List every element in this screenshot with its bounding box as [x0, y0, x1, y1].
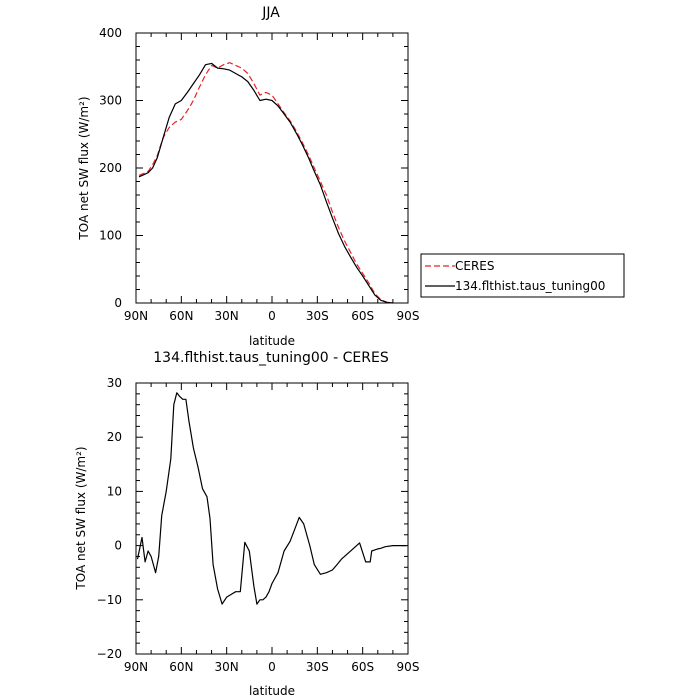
legend-box [420, 253, 625, 298]
bottom-y-tick-label: 10 [107, 484, 122, 498]
bottom-x-tick-label: 60N [169, 660, 193, 674]
legend-ceres-label: CERES [455, 259, 495, 273]
top-y-tick-label: 0 [114, 296, 122, 310]
top-y-tick-label: 400 [99, 26, 122, 40]
bottom-x-tick-label: 90S [397, 660, 420, 674]
top-x-tick-label: 60S [351, 309, 374, 323]
bottom-y-tick-label: 20 [107, 430, 122, 444]
bottom-x-tick-label: 60S [351, 660, 374, 674]
bottom-x-axis-label: latitude [249, 684, 295, 698]
top-x-tick-labels: 90N 60N 30N 0 30S 60S 90S [124, 309, 420, 323]
legend-model-label: 134.flthist.taus_tuning00 [455, 279, 605, 293]
top-axis-ticks [135, 32, 409, 304]
top-series-group [138, 62, 393, 304]
bottom-axis-ticks [135, 382, 409, 655]
bottom-x-tick-labels: 90N 60N 30N 0 30S 60S 90S [124, 660, 420, 674]
bottom-y-tick-label: −10 [97, 593, 122, 607]
top-plot-frame [135, 32, 409, 304]
bottom-x-tick-label: 0 [268, 660, 276, 674]
legend: CERES 134.flthist.taus_tuning00 [420, 253, 625, 298]
top-x-tick-label: 90S [397, 309, 420, 323]
bottom-x-tick-label: 90N [124, 660, 148, 674]
top-x-tick-label: 0 [268, 309, 276, 323]
bottom-plot-frame [135, 382, 409, 655]
top-y-tick-label: 100 [99, 229, 122, 243]
top-series-model-line [138, 62, 393, 304]
bottom-y-tick-labels: −20 −10 0 10 20 30 [97, 376, 122, 661]
top-chart-title: JJA [261, 5, 280, 21]
top-y-tick-label: 200 [99, 161, 122, 175]
bottom-x-tick-label: 30S [306, 660, 329, 674]
top-x-tick-label: 90N [124, 309, 148, 323]
bottom-panel: 134.flthist.taus_tuning00 - CERES 90N 60N… [74, 350, 419, 698]
bottom-y-tick-label: 30 [107, 376, 122, 390]
bottom-y-axis-label: TOA net SW flux (W/m²) [74, 446, 88, 590]
bottom-x-tick-label: 30N [215, 660, 239, 674]
top-y-axis-label: TOA net SW flux (W/m²) [77, 96, 91, 240]
top-panel: JJA 90N 60N 30N 0 30S 60S 90S 0 100 200 300 400 la… [77, 5, 625, 348]
top-x-axis-label: latitude [249, 334, 295, 348]
top-x-tick-label: 30S [306, 309, 329, 323]
top-x-tick-label: 60N [169, 309, 193, 323]
bottom-y-tick-label: −20 [97, 647, 122, 661]
top-series-ceres-line [138, 62, 393, 304]
bottom-series-group [136, 392, 407, 605]
top-y-tick-label: 300 [99, 94, 122, 108]
bottom-chart-title: 134.flthist.taus_tuning00 - CERES [153, 350, 389, 366]
top-x-tick-label: 30N [215, 309, 239, 323]
top-y-tick-labels: 0 100 200 300 400 [99, 26, 122, 310]
bottom-series-difference-line [136, 392, 407, 605]
bottom-y-tick-label: 0 [114, 539, 122, 553]
